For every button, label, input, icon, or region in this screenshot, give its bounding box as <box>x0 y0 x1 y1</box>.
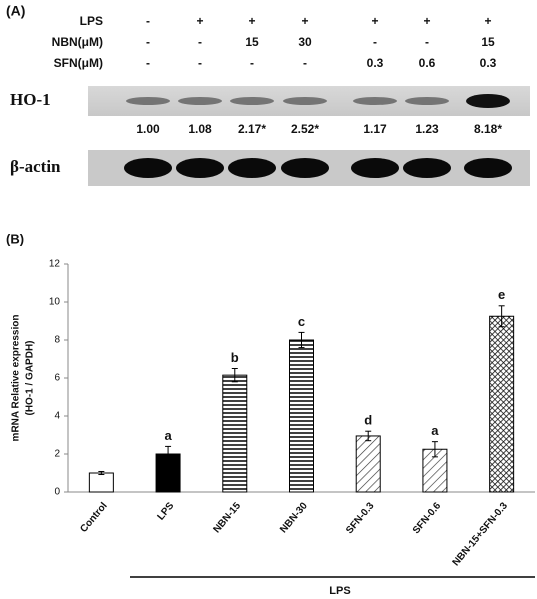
row-cell: + <box>484 14 491 28</box>
significance-letter: e <box>498 287 505 302</box>
band <box>403 158 451 178</box>
y-tick-label: 4 <box>54 411 60 422</box>
row-cell: - <box>198 56 202 70</box>
row-cell: + <box>423 14 430 28</box>
band <box>353 97 397 105</box>
significance-letter: c <box>298 314 305 329</box>
band <box>464 158 512 178</box>
error-bar <box>431 441 438 458</box>
group-label: LPS <box>329 585 350 597</box>
row-cell: 15 <box>245 35 259 49</box>
x-tick-label: LPS <box>155 500 176 522</box>
row-label: SFN(μM) <box>54 56 103 70</box>
error-bar <box>165 445 172 463</box>
y-tick-label: 2 <box>54 449 60 460</box>
band <box>230 97 274 105</box>
error-bar <box>98 470 105 476</box>
band <box>466 94 510 108</box>
y-tick-label: 12 <box>49 259 61 270</box>
density-label: 1.00 <box>136 122 160 136</box>
significance-letter: a <box>164 428 172 443</box>
row-cell: - <box>425 35 429 49</box>
bar <box>88 472 114 493</box>
row-cell: - <box>146 35 150 49</box>
row-cell: + <box>371 14 378 28</box>
row-cell: - <box>373 35 377 49</box>
y-tick-label: 10 <box>49 297 61 308</box>
row-cell: + <box>248 14 255 28</box>
error-bar <box>365 430 372 442</box>
row-cell: 0.3 <box>367 56 384 70</box>
panel-label: (A) <box>6 3 25 19</box>
y-tick-label: 0 <box>54 487 60 498</box>
density-label: 2.52* <box>291 122 319 136</box>
density-label: 1.23 <box>415 122 439 136</box>
row-cell: 30 <box>298 35 312 49</box>
error-bar <box>231 368 238 383</box>
density-label: 1.17 <box>363 122 387 136</box>
row-cell: + <box>196 14 203 28</box>
row-cell: + <box>301 14 308 28</box>
row-cell: 0.6 <box>419 56 436 70</box>
row-cell: - <box>303 56 307 70</box>
x-tick-label: NBN-15+SFN-0.3 <box>451 500 511 568</box>
row-cell: - <box>198 35 202 49</box>
band <box>176 158 224 178</box>
y-axis-title: mRNA Relative expression (HO-1 / GAPDH) <box>11 315 36 442</box>
band <box>178 97 222 105</box>
y-tick-label: 8 <box>54 335 60 346</box>
band <box>124 158 172 178</box>
row-cell: - <box>146 14 150 28</box>
error-bar <box>298 331 305 349</box>
x-tick-label: NBN-30 <box>278 500 310 535</box>
bar <box>489 315 515 493</box>
bar <box>289 339 314 493</box>
density-label: 2.17* <box>238 122 266 136</box>
band <box>228 158 276 178</box>
band <box>281 158 329 178</box>
x-tick-label: NBN-15 <box>211 500 243 535</box>
panel-label: (B) <box>6 231 24 246</box>
y-tick-label: 6 <box>54 373 60 384</box>
significance-letter: d <box>364 413 372 428</box>
row-cell: - <box>146 56 150 70</box>
x-tick-label: Control <box>78 500 109 534</box>
band <box>405 97 449 105</box>
band <box>283 97 327 105</box>
error-bar <box>498 305 505 328</box>
significance-letter: a <box>431 423 439 438</box>
row-cell: - <box>250 56 254 70</box>
row-cell: 15 <box>481 35 495 49</box>
row-cell: 0.3 <box>480 56 497 70</box>
x-tick-label: SFN-0.6 <box>411 500 444 536</box>
y-axis-title-line: mRNA Relative expression <box>11 315 22 442</box>
density-label: 8.18* <box>474 122 502 136</box>
bar <box>355 435 381 493</box>
density-label: 1.08 <box>188 122 212 136</box>
band <box>126 97 170 105</box>
row-label: LPS <box>80 14 103 28</box>
blot-label: HO-1 <box>10 90 51 109</box>
row-label: NBN(μM) <box>52 35 103 49</box>
y-axis-title-line: (HO-1 / GAPDH) <box>25 341 36 416</box>
significance-letter: b <box>231 350 239 365</box>
x-tick-label: SFN-0.3 <box>344 500 377 536</box>
band <box>351 158 399 178</box>
blot-label: β-actin <box>10 157 61 176</box>
bar <box>222 374 248 493</box>
